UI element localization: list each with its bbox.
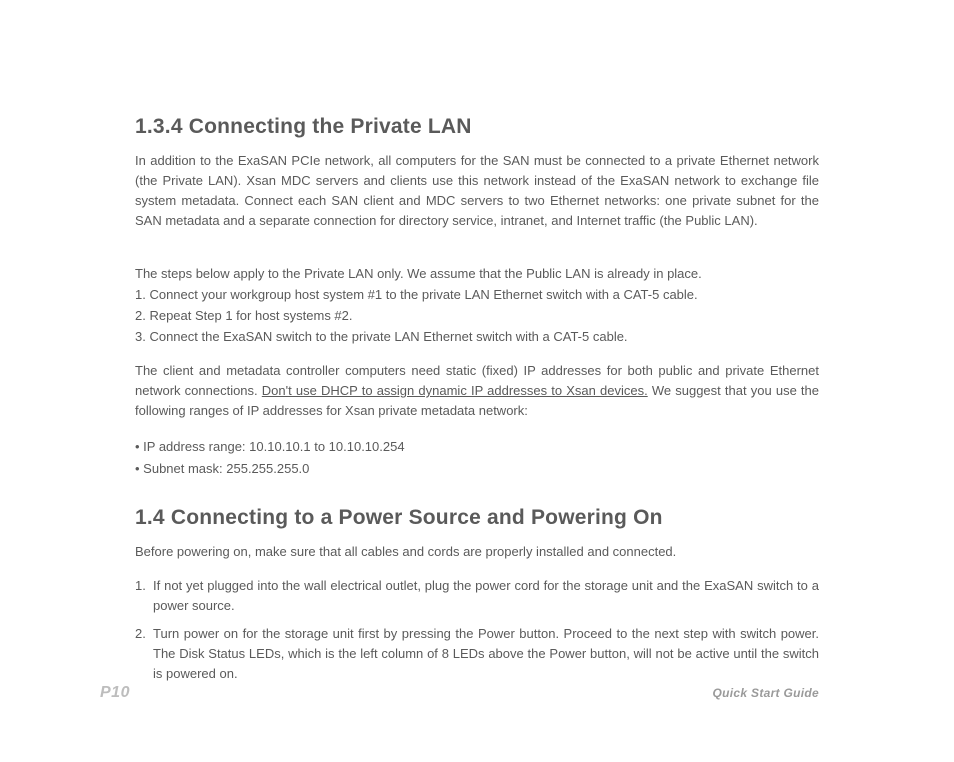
- list-number: 2.: [135, 624, 153, 684]
- steps-intro: The steps below apply to the Private LAN…: [135, 264, 819, 284]
- section-2-numbered-list: 1. If not yet plugged into the wall elec…: [135, 576, 819, 685]
- step-3: 3. Connect the ExaSAN switch to the priv…: [135, 327, 819, 347]
- list-item: 2. Turn power on for the storage unit fi…: [135, 624, 819, 684]
- bullet-subnet-mask: • Subnet mask: 255.255.255.0: [135, 458, 819, 480]
- step-2: 2. Repeat Step 1 for host systems #2.: [135, 306, 819, 326]
- bullet-ip-range: • IP address range: 10.10.10.1 to 10.10.…: [135, 436, 819, 458]
- page-number: P10: [100, 684, 130, 702]
- guide-label: Quick Start Guide: [713, 686, 819, 700]
- section-2-intro: Before powering on, make sure that all c…: [135, 542, 819, 562]
- list-item: 1. If not yet plugged into the wall elec…: [135, 576, 819, 616]
- document-page: 1.3.4 Connecting the Private LAN In addi…: [0, 0, 954, 762]
- list-text: Turn power on for the storage unit first…: [153, 624, 819, 684]
- spacer: [135, 246, 819, 264]
- step-1: 1. Connect your workgroup host system #1…: [135, 285, 819, 305]
- list-number: 1.: [135, 576, 153, 616]
- ip-para-underlined: Don't use DHCP to assign dynamic IP addr…: [262, 383, 648, 398]
- section-1-heading: 1.3.4 Connecting the Private LAN: [135, 115, 819, 139]
- section-1-ip-paragraph: The client and metadata controller compu…: [135, 361, 819, 421]
- section-1-intro: In addition to the ExaSAN PCIe network, …: [135, 151, 819, 232]
- section-1-bullets: • IP address range: 10.10.10.1 to 10.10.…: [135, 436, 819, 480]
- page-footer: P10 Quick Start Guide: [100, 684, 819, 702]
- section-2-heading: 1.4 Connecting to a Power Source and Pow…: [135, 506, 819, 530]
- list-text: If not yet plugged into the wall electri…: [153, 576, 819, 616]
- section-1-steps-block: The steps below apply to the Private LAN…: [135, 264, 819, 348]
